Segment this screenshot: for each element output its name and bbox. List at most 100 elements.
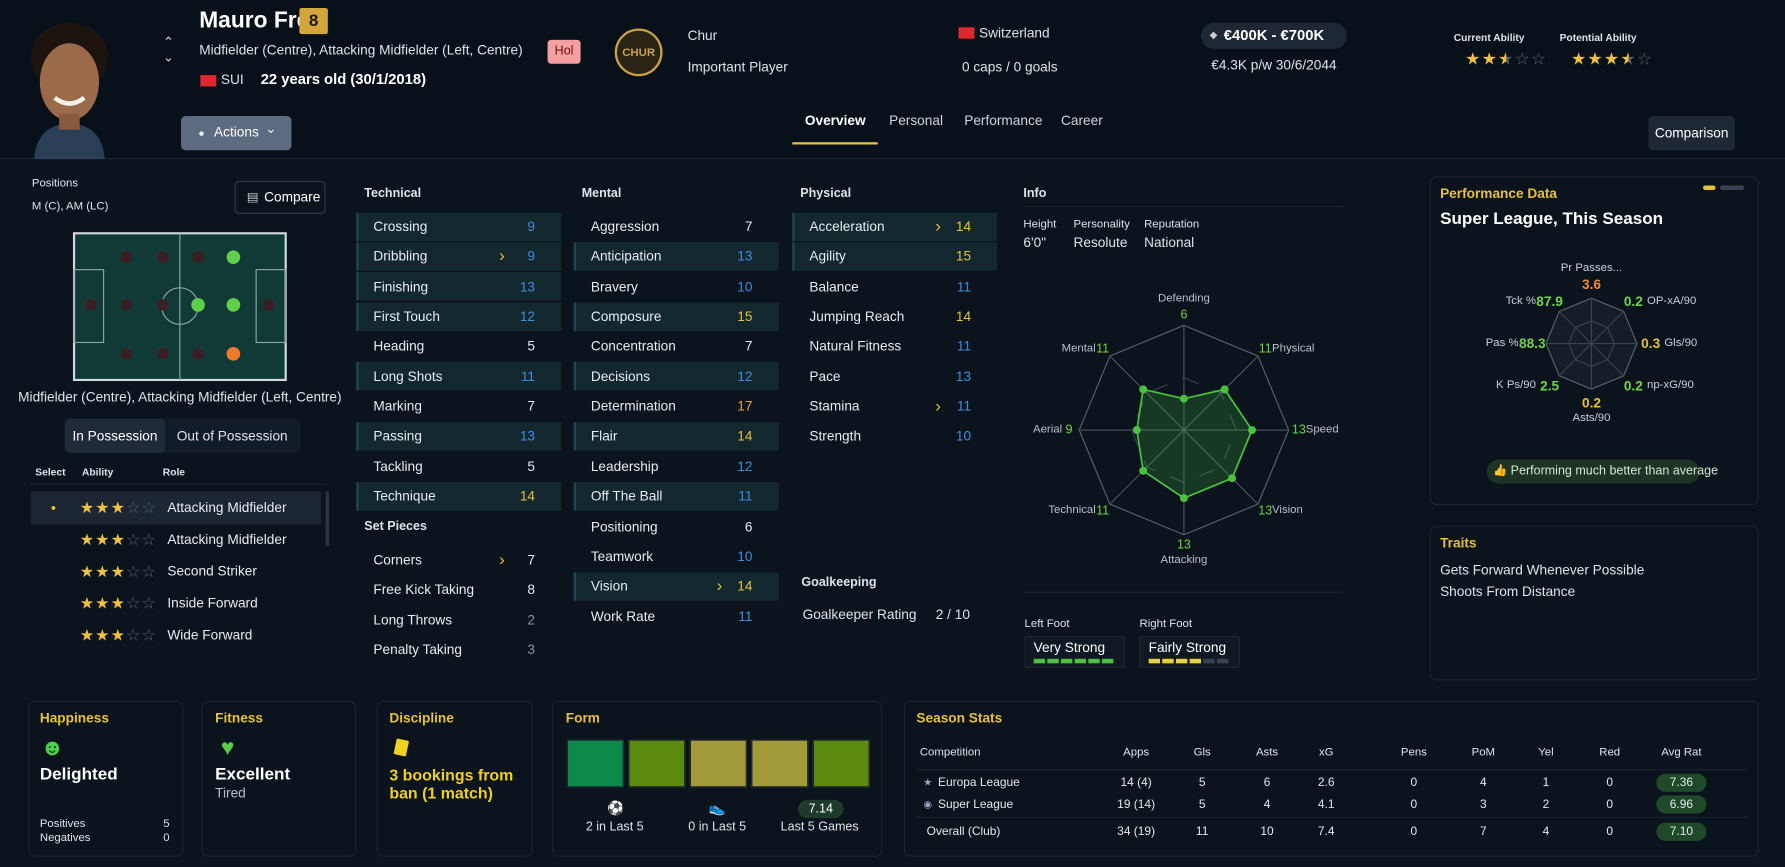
performance-note bbox=[1486, 459, 1700, 484]
attribute-value: 14 bbox=[955, 308, 972, 325]
info-line bbox=[1023, 591, 1344, 593]
attribute-highlight bbox=[573, 362, 779, 391]
column-header: Select bbox=[35, 466, 66, 478]
attribute-name: Bravery bbox=[590, 278, 638, 295]
country: Switzerland bbox=[979, 25, 1050, 41]
section-title: Physical bbox=[800, 186, 852, 201]
stats-cell: 7 bbox=[1479, 824, 1487, 839]
stats-line bbox=[916, 816, 1748, 819]
comparison-button[interactable] bbox=[1648, 116, 1735, 151]
attribute-name: Teamwork bbox=[590, 548, 654, 565]
card-title: Season Stats bbox=[916, 709, 1003, 726]
contract: €4.3K p/w 30/6/2044 bbox=[1211, 56, 1337, 73]
value-pill bbox=[1201, 22, 1347, 49]
attribute-value: 7 bbox=[527, 398, 536, 415]
attribute-highlight bbox=[356, 212, 562, 241]
form-box bbox=[566, 739, 624, 788]
metric-label: Tck % bbox=[1505, 294, 1536, 308]
attribute-value: 11 bbox=[956, 338, 972, 355]
attribute-value: 7 bbox=[744, 338, 753, 355]
performance-panel bbox=[1429, 176, 1759, 506]
stats-header: Asts bbox=[1255, 746, 1279, 759]
star: ★ bbox=[1620, 49, 1637, 69]
page-indicator bbox=[1720, 185, 1745, 191]
stats-header: xG bbox=[1318, 746, 1334, 759]
radar-label: Technical bbox=[1048, 504, 1096, 518]
comparison-label[interactable]: Comparison bbox=[1654, 125, 1729, 142]
tab[interactable]: Overview bbox=[804, 112, 866, 129]
actions-button[interactable] bbox=[181, 116, 292, 151]
radar-point bbox=[1179, 494, 1188, 503]
star: ☆ bbox=[141, 625, 157, 644]
actions-label[interactable]: Actions bbox=[214, 124, 259, 140]
radar-value: 11 bbox=[1258, 341, 1272, 356]
tab[interactable]: Personal bbox=[889, 112, 944, 129]
info-title: Info bbox=[1023, 186, 1047, 201]
compare-icon: ▤ bbox=[246, 190, 259, 205]
stats-cell: 3 bbox=[1479, 797, 1487, 812]
radar-label: Physical bbox=[1272, 341, 1315, 355]
attribute-value: 6 bbox=[744, 518, 753, 535]
stats-cell: 34 (19) bbox=[1117, 824, 1156, 839]
attribute-name: Crossing bbox=[373, 218, 428, 235]
column-header: Ability bbox=[81, 466, 114, 478]
foot-segment bbox=[1203, 658, 1215, 664]
toggle[interactable]: Out of Possession bbox=[176, 427, 288, 444]
performance-note-text: Performing much better than average bbox=[1510, 464, 1719, 478]
actions-icon: ● bbox=[198, 127, 205, 139]
attribute-value: 13 bbox=[519, 428, 536, 445]
toggle[interactable]: In Possession bbox=[72, 427, 158, 444]
positions-label: Positions bbox=[31, 177, 79, 191]
attribute-trend: › bbox=[499, 550, 505, 570]
metric-value: 3.6 bbox=[1581, 276, 1601, 293]
attribute-value: 10 bbox=[737, 548, 753, 565]
info-label: Height bbox=[1023, 218, 1057, 231]
stats-cell: 14 (4) bbox=[1120, 775, 1152, 790]
star: ★ bbox=[1498, 49, 1515, 69]
attribute-value: 15 bbox=[737, 308, 753, 325]
card-title: Fitness bbox=[215, 709, 263, 726]
attribute-name: Marking bbox=[373, 398, 422, 415]
trait: Gets Forward Whenever Possible bbox=[1440, 562, 1645, 578]
assist-icon: 👟 bbox=[708, 799, 726, 816]
attribute-name: Pace bbox=[809, 368, 841, 385]
attribute-value: 2 bbox=[527, 611, 536, 628]
section-title: Mental bbox=[581, 186, 622, 201]
info-value: 6'0" bbox=[1023, 234, 1047, 251]
current-ability-label: Current Ability bbox=[1453, 31, 1525, 44]
attribute-name: Penalty Taking bbox=[373, 641, 463, 658]
attribute-highlight bbox=[573, 422, 779, 451]
performance-subtitle: Super League, This Season bbox=[1440, 209, 1664, 229]
form-goals: 2 in Last 5 bbox=[585, 820, 644, 835]
role-name: Inside Forward bbox=[167, 595, 258, 611]
discipline-status: 3 bookings from ban (1 match) bbox=[389, 765, 514, 803]
tab[interactable]: Performance bbox=[964, 112, 1043, 129]
metric-label: np-xG/90 bbox=[1646, 378, 1694, 392]
attribute-value: 5 bbox=[527, 338, 536, 355]
attribute-name: Composure bbox=[590, 308, 662, 325]
nationality: SUI bbox=[220, 71, 244, 88]
form-box bbox=[689, 739, 747, 788]
attribute-name: Flair bbox=[590, 428, 618, 445]
stats-cell: 1 bbox=[1542, 775, 1550, 790]
compare-label[interactable]: Compare bbox=[264, 188, 321, 205]
section-title: Set Pieces bbox=[364, 519, 427, 534]
attribute-value: 17 bbox=[737, 398, 753, 415]
star: ★ bbox=[1570, 49, 1588, 69]
potential-ability-label: Potential Ability bbox=[1559, 31, 1637, 44]
attribute-highlight bbox=[573, 571, 779, 601]
star: ★ bbox=[110, 562, 127, 581]
attribute-value: 7 bbox=[744, 218, 753, 235]
star: ★ bbox=[79, 593, 96, 613]
stats-cell: 19 (14) bbox=[1117, 797, 1156, 812]
radar-point bbox=[1248, 426, 1256, 435]
form-rating-label: Last 5 Games bbox=[780, 820, 859, 835]
attribute-name: Balance bbox=[809, 278, 859, 295]
tab[interactable]: Career bbox=[1060, 112, 1103, 129]
stats-cell: 4.1 bbox=[1317, 797, 1335, 812]
attribute-name: Passing bbox=[373, 428, 423, 445]
compare-button[interactable] bbox=[234, 180, 326, 214]
avg-rating-pill bbox=[1656, 773, 1707, 792]
stats-cell: 4 bbox=[1542, 824, 1550, 839]
